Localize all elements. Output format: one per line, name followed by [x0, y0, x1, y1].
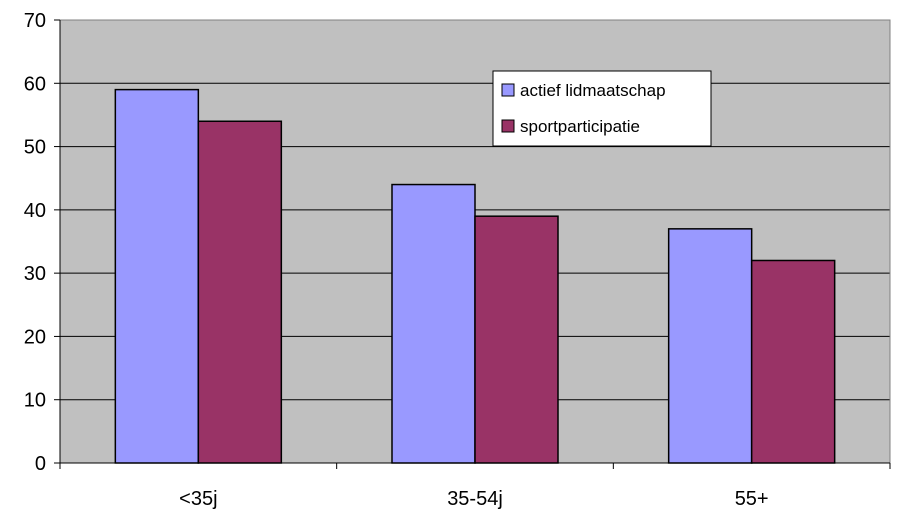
- y-tick-label: 0: [35, 453, 46, 475]
- y-tick-label: 50: [24, 137, 46, 159]
- bar-sportparticipatie-3: [750, 259, 836, 464]
- y-tick-label: 60: [24, 73, 46, 95]
- y-tick-label: 40: [24, 200, 46, 222]
- x-tick-label: <35j: [179, 488, 217, 510]
- legend-label-sportparticipatie: sportparticipatie: [520, 117, 640, 136]
- x-tick-label: 55+: [735, 488, 769, 510]
- y-tick-label: 70: [24, 10, 46, 32]
- bar-sportparticipatie-2: [474, 215, 559, 464]
- x-tick-label: 35-54j: [447, 488, 503, 510]
- legend-label-actief-lidmaatschap: actief lidmaatschap: [520, 81, 666, 100]
- y-tick-label: 10: [24, 390, 46, 412]
- legend-swatch-actief-lidmaatschap: [501, 83, 515, 97]
- bar-actief-lidmaatschap-2: [391, 183, 476, 464]
- y-tick-label: 20: [24, 326, 46, 348]
- plot-area: [59, 19, 891, 464]
- legend: actief lidmaatschap sportparticipatie: [492, 70, 712, 147]
- y-tick-label: 30: [24, 263, 46, 285]
- legend-swatch-sportparticipatie: [501, 119, 515, 133]
- legend-box: [492, 70, 712, 147]
- bar-actief-lidmaatschap-3: [667, 228, 753, 464]
- bar-actief-lidmaatschap-1: [114, 88, 200, 464]
- bar-sportparticipatie-1: [197, 120, 283, 464]
